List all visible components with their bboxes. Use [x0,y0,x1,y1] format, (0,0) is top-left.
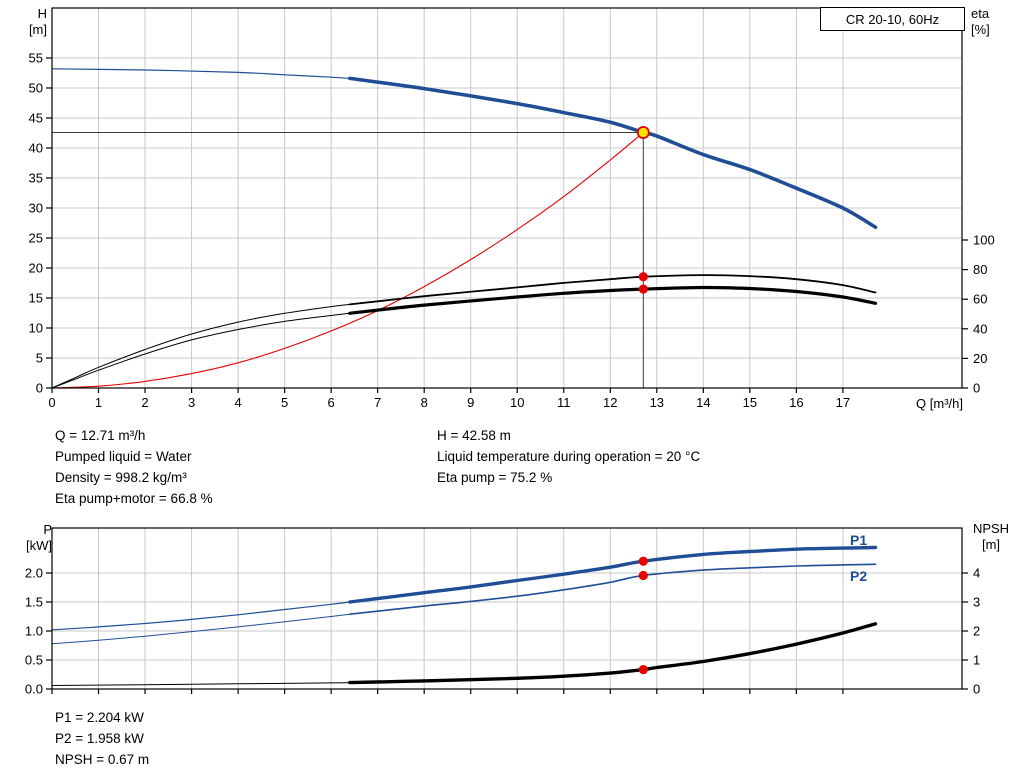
svg-text:17: 17 [836,395,850,410]
svg-text:0: 0 [973,682,980,697]
svg-text:11: 11 [557,395,571,410]
svg-text:7: 7 [374,395,381,410]
svg-text:30: 30 [29,200,43,215]
svg-text:1: 1 [973,653,980,668]
svg-text:1: 1 [95,395,102,410]
svg-text:0: 0 [36,381,43,396]
npsh-value: NPSH = 0.67 m [55,752,150,767]
svg-text:1.5: 1.5 [25,595,43,610]
svg-text:2.0: 2.0 [25,566,43,581]
svg-text:5: 5 [36,350,43,365]
x-axis-label: Q [m³/h] [878,396,963,412]
svg-text:40: 40 [973,321,987,336]
svg-text:0: 0 [48,395,55,410]
axis-label-eta: eta [971,6,990,21]
svg-text:16: 16 [789,395,803,410]
svg-text:6: 6 [328,395,335,410]
svg-text:25: 25 [29,230,43,245]
pumped-liquid-value: Pumped liquid = Water [55,449,192,464]
bottom-left-axis-label: P [kW] [8,522,52,554]
axis-label-p-unit: [kW] [26,538,52,553]
svg-text:14: 14 [696,395,710,410]
svg-text:10: 10 [510,395,524,410]
svg-text:5: 5 [281,395,288,410]
p2-value: P2 = 1.958 kW [55,731,144,746]
eta-pump-motor-value: Eta pump+motor = 66.8 % [55,491,213,506]
svg-text:50: 50 [29,80,43,95]
duty-info-left: Q = 12.71 m³/h Pumped liquid = Water Den… [55,425,213,509]
svg-text:80: 80 [973,262,987,277]
svg-text:3: 3 [973,595,980,610]
svg-text:1.0: 1.0 [25,624,43,639]
pump-type-title: CR 20-10, 60Hz [820,7,965,31]
power-info: P1 = 2.204 kW P2 = 1.958 kW NPSH = 0.67 … [55,707,149,770]
axis-label-npsh-unit: [m] [981,537,1001,552]
pump-type-text: CR 20-10, 60Hz [845,11,940,27]
axis-label-h-unit: [m] [28,22,47,37]
svg-text:100: 100 [973,233,995,248]
eta-pump-value: Eta pump = 75.2 % [437,470,553,485]
svg-text:20: 20 [973,351,987,366]
p1-value: P1 = 2.204 kW [55,710,144,725]
top-right-axis-label: eta [%] [971,6,1019,38]
bottom-right-axis-label: NPSH [m] [962,521,1020,553]
svg-text:20: 20 [29,260,43,275]
liquid-temperature-value: Liquid temperature during operation = 20… [437,449,701,464]
svg-text:60: 60 [973,292,987,307]
svg-text:8: 8 [421,395,428,410]
p1-curve-label: P1 [850,532,868,548]
svg-text:10: 10 [29,320,43,335]
axis-label-h: H [37,6,47,21]
svg-text:2: 2 [141,395,148,410]
duty-h-value: H = 42.58 m [437,428,511,443]
svg-text:0: 0 [973,381,980,396]
svg-text:4: 4 [234,395,241,410]
density-value: Density = 998.2 kg/m³ [55,470,187,485]
top-left-axis-label: H [m] [7,6,47,38]
svg-text:45: 45 [29,110,43,125]
axis-label-q: Q [m³/h] [916,396,963,411]
svg-text:2: 2 [973,624,980,639]
axis-label-eta-unit: [%] [971,22,990,37]
svg-text:3: 3 [188,395,195,410]
svg-text:55: 55 [29,50,43,65]
axis-label-p: P [43,522,52,537]
svg-text:15: 15 [743,395,757,410]
svg-text:13: 13 [650,395,664,410]
axis-label-npsh: NPSH [972,521,1010,536]
svg-text:40: 40 [29,140,43,155]
duty-q-value: Q = 12.71 m³/h [55,428,146,443]
svg-text:0.5: 0.5 [25,653,43,668]
p2-curve-label: P2 [850,568,868,584]
svg-text:4: 4 [973,566,980,581]
svg-text:0.0: 0.0 [25,682,43,697]
svg-text:12: 12 [603,395,617,410]
svg-text:9: 9 [467,395,474,410]
svg-text:35: 35 [29,170,43,185]
svg-text:15: 15 [29,290,43,305]
duty-info-right: H = 42.58 m Liquid temperature during op… [437,425,700,488]
